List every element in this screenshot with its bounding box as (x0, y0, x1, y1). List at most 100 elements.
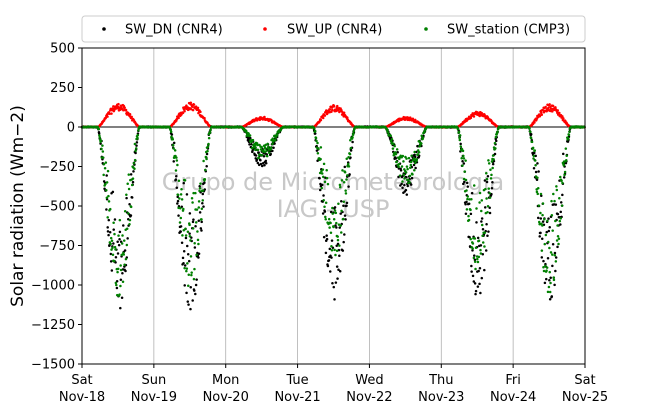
sw-station-point (536, 176, 539, 179)
y-tick-label: −1250 (31, 318, 75, 333)
sw-station-point (549, 281, 552, 285)
sw-station-point (553, 199, 556, 203)
sw-dn-point (257, 151, 260, 154)
sw-station-point (125, 193, 128, 197)
sw-station-point (555, 239, 559, 242)
x-tick-date: Nov-21 (274, 390, 320, 405)
sw-dn-point (483, 206, 487, 209)
sw-station-point (104, 161, 108, 164)
x-tick-day: Tue (285, 373, 308, 388)
sw-dn-point (119, 278, 123, 282)
sw-dn-point (335, 265, 339, 268)
sw-station-point (267, 145, 270, 149)
sw-dn-point (486, 234, 489, 237)
sw-station-point (458, 138, 462, 142)
sw-station-point (173, 149, 177, 152)
sw-station-point (483, 245, 486, 248)
sw-station-point (546, 219, 549, 223)
sw-station-point (315, 139, 318, 143)
sw-dn-point (113, 218, 117, 221)
x-tick-day: Sat (574, 373, 595, 388)
sw-station-point (480, 209, 483, 213)
sw-station-point (352, 132, 355, 135)
legend-label-sw-station: SW_station (CMP3) (447, 23, 570, 38)
sw-station-point (552, 192, 555, 196)
sw-dn-point (132, 170, 135, 173)
sw-station-point (556, 235, 560, 238)
sw-up-point (124, 108, 128, 112)
sw-dn-point (532, 167, 536, 170)
sw-station-point (184, 234, 188, 237)
sw-station-point (409, 163, 413, 167)
sw-dn-point (205, 164, 208, 168)
sw-station-point (393, 144, 396, 148)
sw-station-point (389, 134, 392, 138)
x-tick-day: Sat (71, 373, 92, 388)
x-tick-day: Fri (505, 373, 521, 388)
sw-station-point (114, 248, 117, 251)
sw-station-point (137, 129, 140, 132)
sw-dn-point (131, 180, 135, 184)
sw-station-point (109, 236, 113, 240)
sw-station-point (264, 143, 267, 147)
sw-station-point (281, 125, 285, 129)
sw-station-point (117, 234, 120, 237)
sw-dn-point (273, 142, 276, 145)
sw-station-point (172, 147, 175, 150)
sw-dn-point (115, 286, 119, 290)
sw-dn-point (188, 212, 192, 215)
sw-station-point (473, 260, 477, 263)
sw-dn-point (176, 202, 179, 205)
sw-station-point (541, 213, 544, 217)
sw-station-point (467, 218, 471, 222)
sw-dn-point (254, 154, 258, 157)
sw-dn-point (186, 253, 190, 256)
sw-station-point (127, 173, 131, 176)
legend-label-sw-dn: SW_DN (CNR4) (125, 23, 223, 38)
sw-station-point (169, 130, 173, 133)
sw-dn-point (329, 270, 332, 273)
sw-dn-point (321, 183, 324, 187)
sw-station-point (323, 205, 326, 209)
sw-station-point (136, 136, 139, 140)
sw-dn-point (272, 146, 275, 149)
sw-station-point (335, 249, 339, 252)
sw-station-point (415, 158, 419, 161)
sw-station-point (190, 273, 193, 277)
sw-station-point (198, 187, 202, 190)
sw-station-point (256, 143, 259, 147)
sw-dn-point (329, 254, 332, 258)
sw-station-point (324, 201, 328, 205)
sw-dn-point (203, 181, 206, 184)
sw-up-point (469, 116, 473, 120)
sw-station-point (313, 127, 316, 130)
sw-station-point (558, 197, 561, 200)
sw-dn-point (175, 186, 179, 190)
sw-dn-point (111, 190, 115, 194)
sw-dn-point (459, 142, 462, 146)
sw-dn-point (318, 176, 321, 180)
sw-dn-point (189, 307, 192, 311)
sw-dn-point (405, 193, 409, 196)
sw-station-point (204, 168, 207, 172)
sw-station-point (425, 125, 428, 129)
sw-dn-point (412, 163, 416, 167)
sw-station-point (133, 167, 136, 171)
sw-station-point (564, 147, 568, 150)
sw-station-point (407, 156, 411, 160)
sw-station-point (267, 151, 271, 155)
sw-station-point (269, 146, 273, 149)
sw-station-point (412, 157, 416, 160)
sw-station-point (105, 196, 109, 199)
sw-station-point (397, 165, 400, 168)
sw-dn-point (349, 156, 352, 159)
sw-dn-point (488, 206, 491, 210)
plot-area (82, 48, 585, 364)
sw-dn-point (334, 224, 337, 227)
sw-station-point (182, 228, 185, 232)
sw-station-point (403, 177, 406, 180)
sw-station-point (544, 264, 547, 268)
sw-dn-point (118, 230, 122, 234)
sw-dn-point (338, 254, 341, 258)
sw-station-point (208, 130, 212, 134)
